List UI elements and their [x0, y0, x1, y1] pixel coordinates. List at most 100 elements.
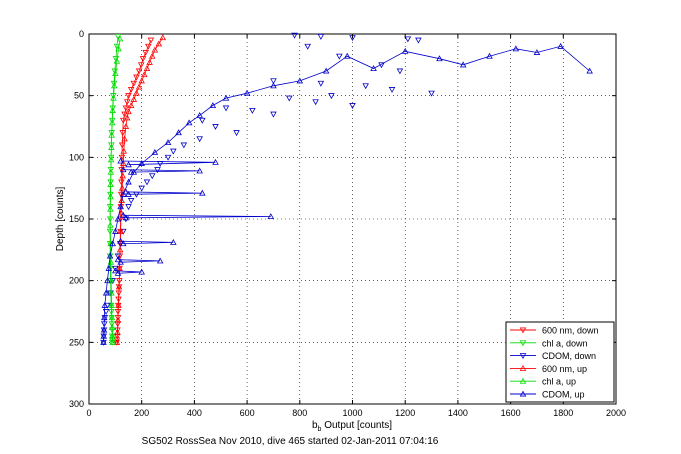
data-point	[138, 77, 145, 84]
data-point	[116, 35, 124, 42]
y-axis-label: Depth [counts]	[55, 187, 66, 252]
legend-marker	[519, 364, 527, 371]
data-point	[107, 156, 115, 163]
data-point	[243, 89, 251, 96]
data-point	[459, 61, 467, 68]
data-point	[370, 65, 377, 72]
data-point	[388, 87, 396, 93]
legend-label: CDOM, down	[542, 351, 596, 361]
y-tick-label: 150	[69, 214, 84, 224]
data-point	[101, 314, 108, 321]
x-axis-ticks: 0 200 400 600 800 1000 1200 1400 1600 1800 2000	[86, 34, 626, 418]
data-point	[146, 58, 153, 65]
legend-label: 600 nm, up	[542, 364, 587, 374]
data-point	[108, 119, 116, 126]
y-tick-label: 50	[74, 91, 84, 101]
x-tick-label: 1000	[342, 408, 362, 418]
data-point	[249, 107, 256, 114]
data-point	[349, 103, 356, 109]
data-point	[180, 142, 188, 149]
data-point	[114, 269, 122, 276]
data-point	[155, 40, 163, 47]
series-4	[113, 34, 167, 345]
spike-line	[115, 270, 142, 274]
data-point	[312, 99, 319, 106]
data-point	[125, 190, 132, 197]
y-tick-label: 200	[69, 276, 84, 286]
data-point	[164, 139, 172, 146]
x-axis-label-rest: Output [counts]	[321, 420, 392, 431]
spike-line	[123, 214, 271, 219]
data-point	[117, 157, 124, 164]
x-tick-label: 400	[187, 408, 202, 418]
data-point	[143, 65, 151, 72]
legend-marker	[519, 390, 527, 397]
data-point	[109, 338, 116, 345]
data-point	[101, 301, 109, 308]
data-point	[222, 105, 230, 112]
data-point	[114, 329, 121, 335]
series-layer	[100, 32, 593, 346]
x-axis-label-main: b	[312, 420, 318, 431]
data-point	[151, 46, 159, 53]
data-point	[123, 114, 131, 121]
x-tick-label: 1800	[553, 408, 573, 418]
data-point	[115, 283, 123, 290]
data-point	[143, 179, 151, 186]
data-point	[185, 119, 193, 126]
data-point	[212, 124, 219, 130]
data-point	[107, 277, 115, 284]
data-point	[114, 215, 122, 222]
data-point	[175, 129, 182, 136]
data-point	[109, 107, 116, 113]
data-point	[122, 123, 130, 129]
data-point	[512, 45, 520, 52]
data-point	[104, 277, 111, 284]
data-point	[118, 184, 126, 191]
legend-marker	[519, 353, 527, 360]
data-point	[117, 227, 124, 234]
data-point	[135, 83, 143, 90]
data-point	[138, 185, 145, 192]
legend-marker	[519, 340, 527, 347]
data-point	[105, 264, 113, 271]
data-point	[114, 316, 122, 323]
data-point	[119, 117, 127, 124]
data-point	[114, 253, 122, 260]
data-point	[196, 167, 203, 174]
data-point	[122, 188, 130, 195]
data-point	[114, 256, 122, 263]
data-point	[317, 33, 325, 40]
data-point	[285, 95, 293, 102]
legend-marker	[519, 327, 527, 334]
data-point	[322, 67, 330, 74]
data-point	[336, 53, 343, 60]
data-point	[116, 264, 123, 271]
data-point	[125, 204, 132, 211]
caption: SG502 RossSea Nov 2010, dive 465 started…	[142, 436, 439, 447]
data-point	[164, 154, 172, 161]
legend-marker	[519, 377, 527, 384]
data-point	[117, 191, 125, 198]
y-tick-label: 100	[69, 152, 84, 162]
data-point	[404, 36, 412, 43]
data-point	[209, 102, 217, 109]
data-point	[343, 52, 351, 59]
data-point	[115, 45, 122, 52]
data-point	[108, 301, 115, 308]
data-point	[107, 168, 115, 175]
data-point	[106, 252, 114, 259]
data-point	[145, 43, 152, 50]
data-point	[533, 49, 541, 55]
data-point	[109, 332, 116, 339]
y-tick-label: 300	[69, 399, 84, 409]
x-tick-label: 200	[134, 408, 149, 418]
data-point	[122, 214, 130, 221]
legend-label: CDOM, up	[542, 390, 585, 400]
data-point	[107, 193, 114, 200]
spike-line	[125, 191, 203, 195]
spike-line	[117, 259, 161, 263]
cdom-spikes	[112, 157, 275, 276]
data-point	[109, 240, 116, 247]
data-point	[436, 55, 443, 62]
